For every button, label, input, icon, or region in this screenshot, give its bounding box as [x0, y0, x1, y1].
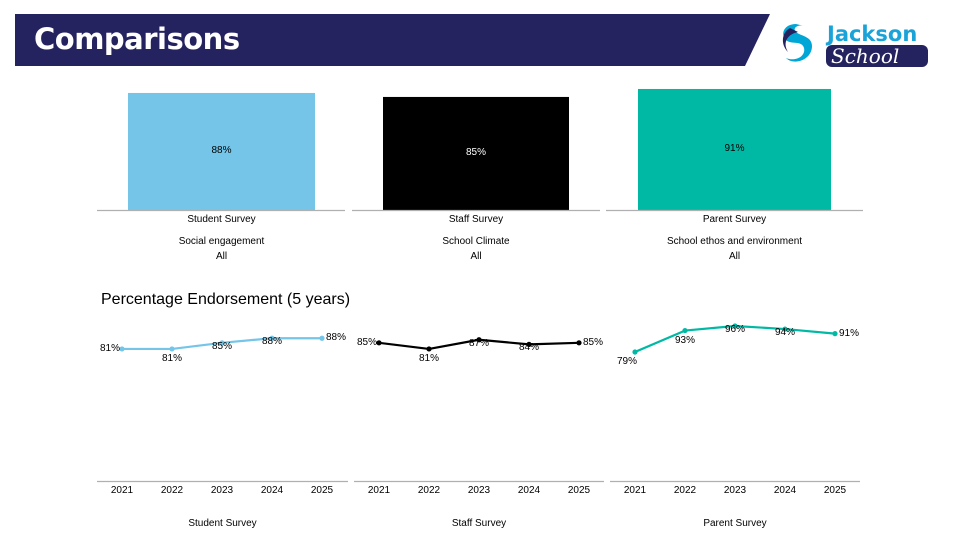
line-x-axis-label: Parent Survey	[703, 518, 767, 529]
bar-subtitle: School Climate	[442, 236, 510, 247]
bar-x-axis-label: Staff Survey	[448, 214, 504, 225]
bar-group-label: All	[728, 251, 741, 262]
bar-2	[383, 96, 569, 210]
school-logo: Jackson School	[775, 22, 928, 68]
logo-line-1: Jackson	[825, 22, 917, 46]
x-tick-label: 2025	[310, 485, 334, 496]
bar-group-label: All	[470, 251, 482, 262]
data-label: 91%	[838, 327, 860, 339]
data-label: 87%	[468, 337, 490, 349]
x-tick-label: 2022	[673, 485, 697, 496]
data-label: 81%	[161, 352, 183, 364]
data-point	[632, 349, 638, 355]
swirl-icon	[775, 22, 817, 64]
x-tick-label: 2023	[723, 485, 747, 496]
data-label: 84%	[518, 342, 540, 354]
data-point	[682, 327, 688, 334]
x-tick-label: 2023	[210, 485, 234, 496]
data-point	[526, 341, 532, 347]
data-label: 85%	[356, 336, 378, 348]
logo-line-2: School	[831, 44, 899, 68]
data-point	[269, 335, 275, 341]
bar-3	[638, 88, 831, 210]
bar-1	[128, 92, 315, 210]
x-tick-label: 2021	[623, 485, 647, 496]
data-point	[732, 323, 738, 329]
bar-x-axis-label: Student Survey	[187, 214, 256, 225]
x-tick-label: 2024	[517, 485, 541, 496]
data-point	[476, 337, 482, 343]
bar-value-label: 85%	[465, 147, 487, 159]
x-tick-label: 2021	[110, 485, 134, 496]
line-x-axis-label: Staff Survey	[451, 518, 507, 529]
data-point	[782, 326, 788, 332]
data-label: 96%	[724, 323, 746, 335]
data-label: 85%	[582, 336, 604, 348]
data-point	[119, 346, 125, 352]
bar-value-label: 91%	[724, 143, 745, 155]
data-point	[832, 331, 838, 337]
bar-x-axis-label: Parent Survey	[702, 214, 767, 225]
data-point	[576, 340, 582, 346]
data-point	[169, 346, 175, 352]
data-label: 79%	[616, 356, 638, 367]
data-label: 88%	[261, 336, 283, 348]
data-label: 93%	[674, 334, 696, 346]
data-point	[426, 346, 432, 352]
endorsement-heading: Percentage Endorsement (5 years)	[101, 291, 351, 308]
x-tick-label: 2025	[823, 485, 847, 496]
x-tick-label: 2022	[417, 485, 441, 496]
x-tick-label: 2021	[367, 485, 391, 496]
bar-subtitle: Social engagement	[178, 236, 265, 247]
bar-group-label: All	[215, 251, 228, 262]
x-tick-label: 2024	[260, 485, 284, 496]
line-x-axis-label: Student Survey	[188, 518, 257, 529]
page-title: Comparisons	[34, 22, 240, 56]
bar-subtitle: School ethos and environment	[666, 236, 803, 247]
data-label: 81%	[99, 342, 121, 354]
x-tick-label: 2025	[567, 485, 591, 496]
data-point	[219, 340, 225, 346]
data-label: 94%	[774, 327, 796, 339]
bar-value-label: 88%	[211, 145, 232, 157]
x-tick-label: 2022	[160, 485, 184, 496]
x-tick-label: 2023	[467, 485, 491, 496]
data-label: 88%	[325, 332, 347, 344]
header-banner	[15, 14, 770, 66]
x-tick-label: 2024	[773, 485, 797, 496]
data-label: 85%	[211, 340, 233, 352]
data-label: 81%	[418, 352, 440, 364]
data-point	[376, 340, 382, 346]
data-point	[319, 335, 325, 341]
